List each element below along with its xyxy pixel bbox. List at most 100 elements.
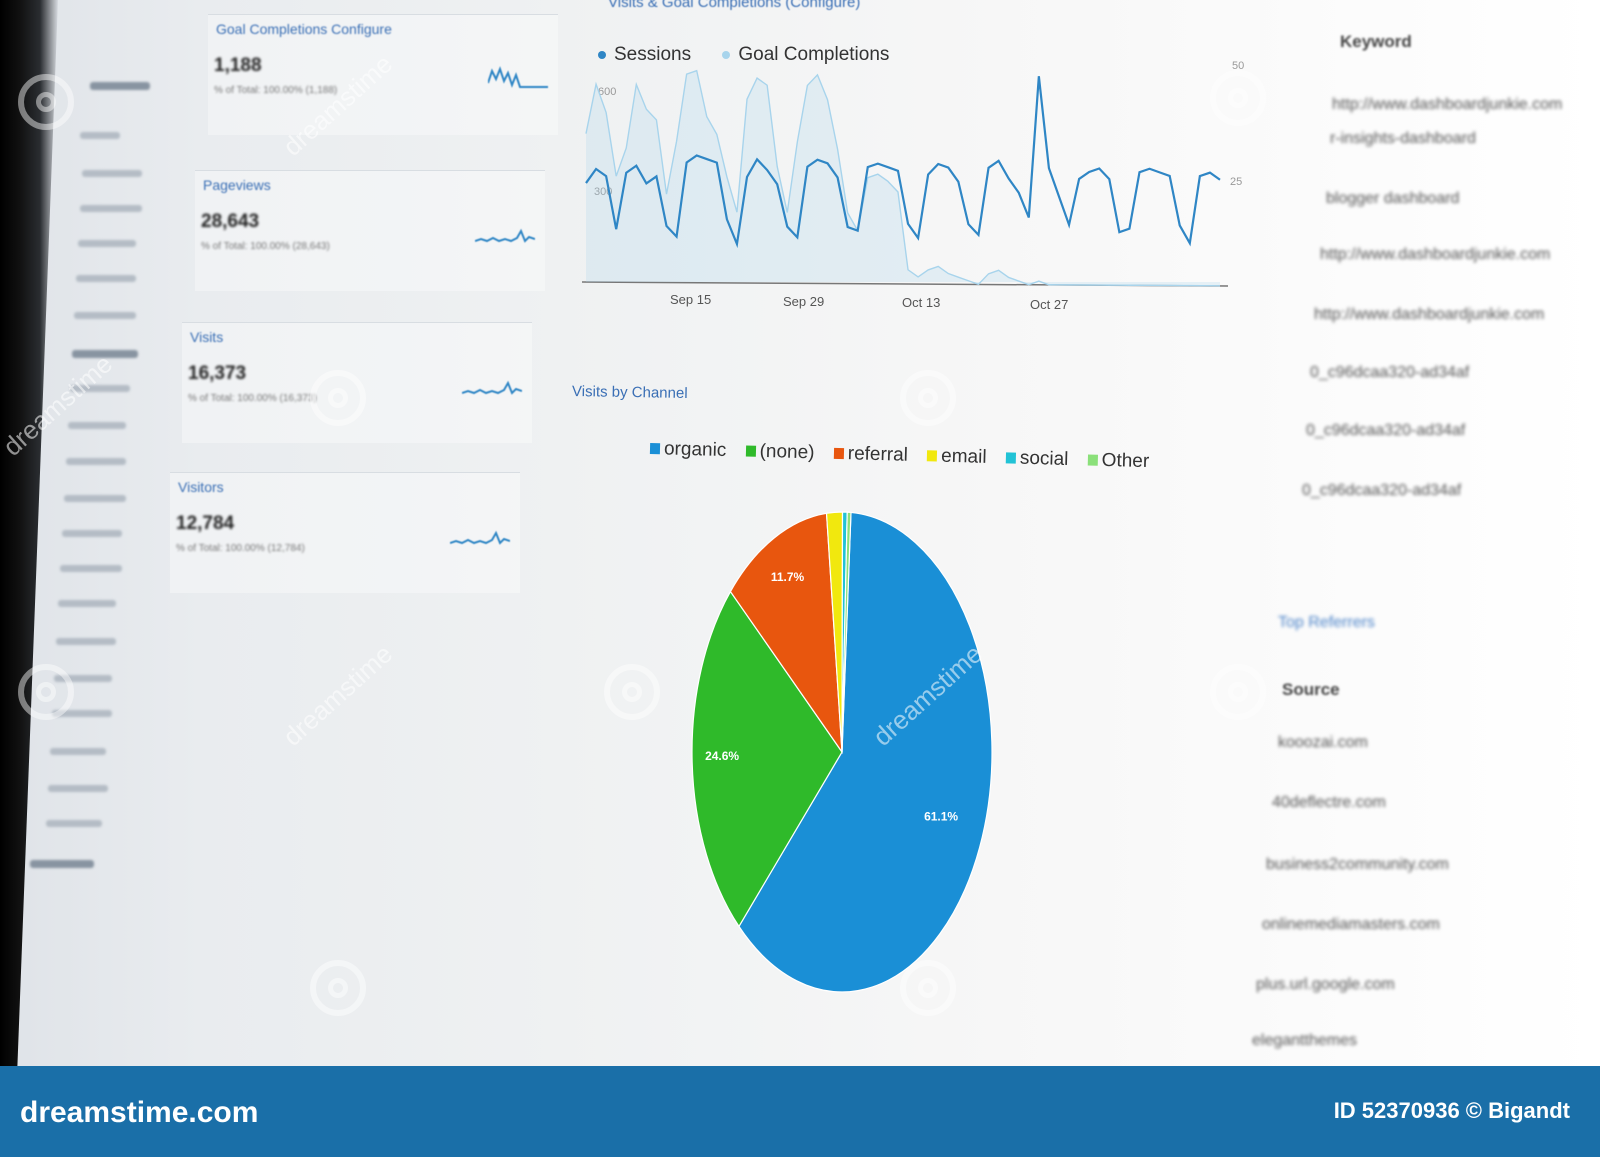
nav-item[interactable] — [80, 205, 142, 212]
legend-label: Sessions — [614, 44, 692, 65]
watermark-logo — [900, 960, 956, 1016]
watermark-logo — [310, 370, 366, 426]
watermark-logo — [1210, 70, 1266, 126]
nav-item[interactable] — [74, 312, 136, 319]
card-value: 1,188 — [214, 55, 262, 76]
watermark-logo — [1510, 370, 1566, 426]
pie-slice-label: 24.6% — [705, 749, 739, 763]
watermark-logo — [1210, 664, 1266, 720]
y2-tick-label: 50 — [1232, 60, 1245, 72]
card-value: 28,643 — [201, 211, 260, 232]
line-chart-plot — [581, 69, 1229, 287]
footer-bar: dreamstime.com ID 52370936 © Bigandt — [0, 1066, 1600, 1157]
keyword-row[interactable]: http://www.dashboardjunkie.com — [1314, 306, 1545, 323]
pie-slice-label: 11.7% — [771, 570, 805, 584]
keyword-row[interactable]: 0_c96dcaa320-ad34af — [1306, 422, 1466, 439]
card-subtitle: % of Total: 100.00% (16,373) — [188, 393, 317, 404]
legend-label: Goal Completions — [738, 44, 890, 65]
nav-item[interactable] — [70, 385, 130, 392]
source-row[interactable]: elegantthemes — [1252, 1032, 1357, 1049]
card-title[interactable]: Visits — [190, 329, 224, 345]
nav-item[interactable] — [56, 638, 116, 645]
source-row[interactable]: plus.url.google.com — [1256, 976, 1395, 993]
legend-swatch — [722, 50, 731, 59]
pie-slice-referral[interactable] — [729, 512, 843, 755]
legend-swatch — [598, 50, 606, 59]
keyword-row[interactable]: blogger dashboard — [1326, 190, 1460, 207]
nav-item[interactable] — [62, 530, 122, 537]
source-row[interactable]: kooozai.com — [1278, 734, 1368, 751]
watermark-logo — [900, 370, 956, 426]
nav-item[interactable] — [30, 860, 94, 868]
sparkline — [462, 380, 522, 395]
keyword-row[interactable]: 0_c96dcaa320-ad34af — [1310, 364, 1470, 381]
nav-item[interactable] — [78, 240, 136, 247]
card-subtitle: % of Total: 100.00% (12,784) — [176, 543, 305, 554]
nav-item[interactable] — [52, 710, 112, 717]
nav-item[interactable] — [54, 675, 112, 682]
watermark-logo — [310, 960, 366, 1016]
x-tick-label: Oct 13 — [902, 295, 941, 310]
nav-item[interactable] — [68, 422, 126, 429]
y-tick-label: 600 — [598, 86, 617, 98]
right-data-table: Keyword http://www.dashboardjunkie.com r… — [1252, 0, 1600, 1066]
x-tick-label: Sep 15 — [670, 292, 712, 307]
nav-item[interactable] — [66, 458, 126, 465]
line-chart-legend: Sessions Goal Completions — [598, 44, 915, 66]
nav-item[interactable] — [46, 820, 102, 827]
source-header: Source — [1282, 680, 1340, 699]
series-line-goal-completions[interactable] — [585, 69, 1221, 287]
metric-card-pageviews: Pageviews 28,643 % of Total: 100.00% (28… — [195, 170, 545, 291]
pie-chart-panel: Visits by Channel organic (none) referra… — [560, 380, 1240, 1060]
monitor-screen: Goal Completions Configure 1,188 % of To… — [0, 0, 1600, 1066]
source-row[interactable]: business2community.com — [1266, 856, 1449, 873]
legend-item-goal-completions[interactable]: Goal Completions — [722, 44, 889, 65]
nav-item[interactable] — [72, 350, 138, 358]
card-value: 16,373 — [188, 363, 247, 384]
nav-item[interactable] — [64, 495, 126, 502]
metric-card-goal-completions: Goal Completions Configure 1,188 % of To… — [208, 14, 558, 135]
line-chart-title[interactable]: Visits & Goal Completions (Configure) — [608, 0, 861, 11]
watermark-logo — [18, 74, 74, 130]
card-title[interactable]: Visitors — [178, 479, 224, 495]
legend-item-sessions[interactable]: Sessions — [598, 44, 691, 65]
pie-slice-none[interactable] — [691, 590, 843, 928]
nav-item[interactable] — [58, 600, 116, 607]
monitor-bezel — [0, 0, 58, 1066]
card-subtitle: % of Total: 100.00% (1,188) — [214, 85, 338, 96]
y2-tick-label: 25 — [1230, 176, 1243, 188]
nav-item[interactable] — [80, 132, 120, 139]
line-chart-panel: Visits & Goal Completions (Configure) Se… — [580, 0, 1260, 320]
watermark-logo — [18, 664, 74, 720]
nav-item[interactable] — [48, 785, 108, 792]
nav-item[interactable] — [60, 565, 122, 572]
footer-image-id: ID 52370936 © Bigandt — [1333, 1098, 1570, 1123]
nav-item[interactable] — [50, 748, 106, 755]
nav-item[interactable] — [90, 82, 150, 90]
nav-item[interactable] — [82, 170, 142, 177]
source-row[interactable]: onlinemediamasters.com — [1262, 916, 1440, 933]
x-tick-label: Oct 27 — [1030, 297, 1069, 312]
sparkline — [475, 228, 535, 243]
card-title[interactable]: Goal Completions Configure — [216, 21, 392, 37]
keyword-row[interactable]: http://www.dashboardjunkie.com — [1332, 96, 1563, 113]
footer-brand[interactable]: dreamstime.com — [20, 1096, 259, 1129]
sparkline — [450, 530, 510, 545]
watermark-logo — [604, 664, 660, 720]
source-row[interactable]: 40deflectre.com — [1272, 794, 1386, 811]
top-referrers-title[interactable]: Top Referrers — [1278, 614, 1375, 631]
keyword-row[interactable]: http://www.dashboardjunkie.com — [1320, 246, 1551, 263]
pie-slice-organic[interactable] — [738, 511, 993, 993]
sparkline — [488, 66, 548, 88]
nav-item[interactable] — [76, 275, 136, 282]
watermark-text: dreamstime — [277, 638, 399, 752]
series-line-sessions[interactable] — [585, 76, 1221, 249]
metric-card-visitors: Visitors 12,784 % of Total: 100.00% (12,… — [170, 472, 520, 593]
pie-chart-plot: 61.1% 24.6% 11.7% — [691, 511, 993, 993]
watermark-logo — [1510, 960, 1566, 1016]
card-title[interactable]: Pageviews — [203, 177, 271, 193]
x-tick-label: Sep 29 — [783, 294, 825, 309]
keyword-row[interactable]: r-insights-dashboard — [1330, 130, 1476, 147]
keyword-row[interactable]: 0_c96dcaa320-ad34af — [1302, 482, 1462, 499]
pie-slice-other[interactable] — [841, 511, 852, 753]
